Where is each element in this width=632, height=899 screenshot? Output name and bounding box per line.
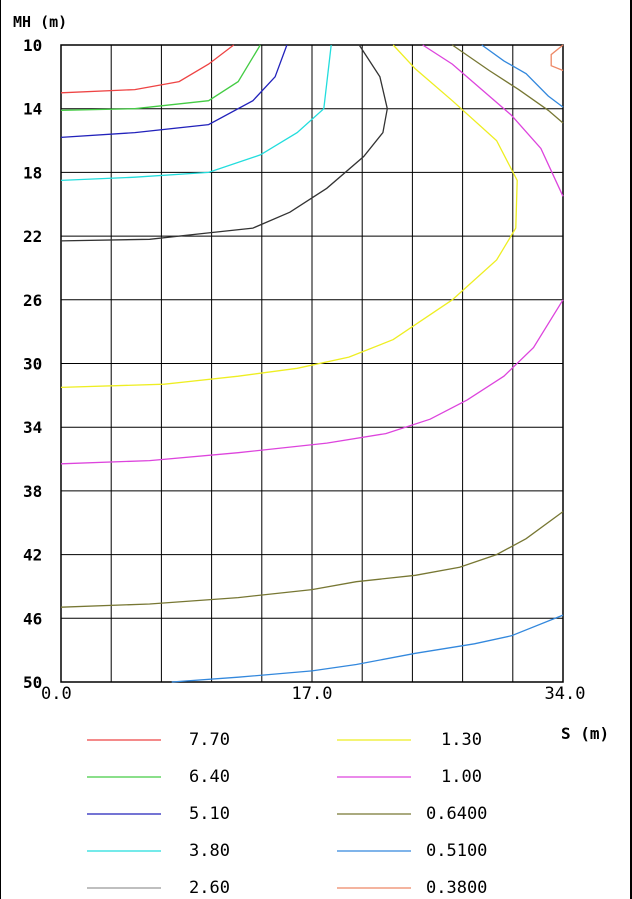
y-tick-label: 26 <box>23 291 42 310</box>
legend-label: 1.30 <box>441 730 482 750</box>
legend-label: 0.6400 <box>426 804 487 824</box>
contour-line <box>60 44 261 111</box>
contour-line <box>60 44 388 242</box>
axes: 10 14 18 22 26 30 34 38 42 46 500.0 17.0 34.0 <box>23 36 585 704</box>
contour-lines <box>60 44 564 683</box>
legend-label: 0.5100 <box>426 841 487 861</box>
contour-line <box>422 44 564 197</box>
y-axis-label: MH (m) <box>13 13 67 31</box>
x-tick-label: 0.0 <box>41 684 72 704</box>
contour-line <box>60 511 564 608</box>
legend-label: 0.3800 <box>426 878 487 898</box>
y-tick-label: 10 <box>23 36 42 55</box>
contour-line <box>60 44 288 139</box>
y-tick-label: 50 <box>23 673 42 692</box>
contour-line <box>60 44 235 94</box>
legend-label: 1.00 <box>441 767 482 787</box>
contour-line <box>451 44 564 124</box>
plot-grid <box>60 44 564 683</box>
y-tick-label: 46 <box>23 609 42 628</box>
y-tick-label: 22 <box>23 227 42 246</box>
legend-label: 5.10 <box>189 804 230 824</box>
x-tick-label: 34.0 <box>545 684 586 704</box>
y-tick-label: 42 <box>23 546 42 565</box>
contour-line <box>481 44 564 108</box>
x-axis-label: S (m) <box>561 724 609 743</box>
y-tick-label: 14 <box>23 100 42 119</box>
legend-label: 6.40 <box>189 767 230 787</box>
legend-label: 7.70 <box>189 730 230 750</box>
y-tick-label: 18 <box>23 163 42 182</box>
legend-label: 3.80 <box>189 841 230 861</box>
contour-line <box>60 44 518 389</box>
legend-label: 2.60 <box>189 878 230 898</box>
contour-line <box>60 44 332 182</box>
y-tick-label: 34 <box>23 418 42 437</box>
plot-border <box>60 44 564 683</box>
contour-line <box>550 44 564 72</box>
contour-line <box>171 614 564 683</box>
y-tick-label: 38 <box>23 482 42 501</box>
legend: 7.70 6.40 5.10 3.80 2.60 1.30 1.00 0.6400 0.5100… <box>87 730 487 898</box>
contour-line <box>60 299 564 465</box>
x-tick-label: 17.0 <box>292 684 333 704</box>
y-tick-label: 30 <box>23 355 42 374</box>
